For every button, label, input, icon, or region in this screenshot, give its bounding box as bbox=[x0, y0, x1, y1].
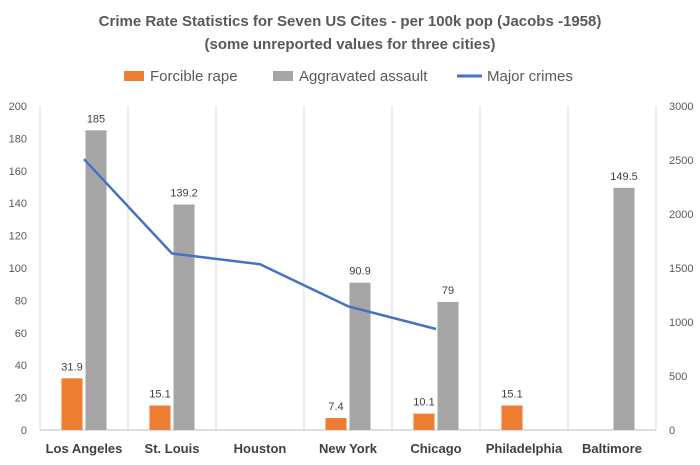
data-label-forcible-rape: 15.1 bbox=[149, 389, 170, 401]
x-category-label: Baltimore bbox=[582, 441, 642, 456]
data-label-forcible-rape: 7.4 bbox=[328, 401, 343, 413]
x-category-label: Houston bbox=[234, 441, 287, 456]
x-category-label: New York bbox=[319, 441, 378, 456]
line-major-crimes bbox=[83, 158, 437, 331]
x-category-label: Philadelphia bbox=[486, 441, 563, 456]
y-left-tick-label: 20 bbox=[15, 393, 27, 405]
legend-swatch-aggravated-assault bbox=[273, 71, 293, 81]
bar-aggravated-assault bbox=[85, 130, 107, 431]
legend-item-aggravated-assault: Aggravated assault bbox=[273, 68, 428, 85]
legend: Forcible rape Aggravated assault Major c… bbox=[124, 68, 573, 85]
y-left-tick-label: 60 bbox=[15, 328, 27, 340]
y-left-tick-label: 140 bbox=[9, 198, 27, 210]
bar-forcible-rape bbox=[413, 413, 435, 430]
plot-area: 0204060801001201401601802000500100015002… bbox=[9, 101, 694, 456]
data-label-forcible-rape: 10.1 bbox=[413, 397, 434, 409]
y-right-tick-label: 2500 bbox=[669, 155, 693, 167]
y-right-tick-label: 500 bbox=[669, 371, 687, 383]
y-right-tick-label: 2000 bbox=[669, 209, 693, 221]
y-left-tick-label: 0 bbox=[21, 425, 27, 437]
data-label-forcible-rape: 15.1 bbox=[501, 389, 522, 401]
bar-aggravated-assault bbox=[173, 204, 195, 430]
y-right-tick-label: 1000 bbox=[669, 317, 693, 329]
data-label-aggravated-assault: 139.2 bbox=[170, 187, 198, 199]
legend-label-aggravated-assault: Aggravated assault bbox=[299, 68, 428, 85]
y-left-tick-label: 160 bbox=[9, 166, 27, 178]
legend-item-forcible-rape: Forcible rape bbox=[124, 68, 238, 85]
data-label-forcible-rape: 31.9 bbox=[61, 361, 82, 373]
legend-item-major-crimes: Major crimes bbox=[457, 68, 573, 85]
bar-forcible-rape bbox=[149, 405, 171, 430]
chart-title-line1: Crime Rate Statistics for Seven US Cites… bbox=[99, 13, 602, 30]
y-right-tick-label: 1500 bbox=[669, 263, 693, 275]
chart-title-line2: (some unreported values for three cities… bbox=[205, 36, 496, 53]
bar-forcible-rape bbox=[61, 378, 83, 430]
y-right-tick-label: 0 bbox=[669, 425, 675, 437]
bar-forcible-rape bbox=[325, 418, 347, 430]
bar-aggravated-assault bbox=[613, 187, 635, 430]
legend-label-major-crimes: Major crimes bbox=[487, 68, 573, 85]
y-left-tick-label: 180 bbox=[9, 133, 27, 145]
data-label-aggravated-assault: 90.9 bbox=[349, 266, 370, 278]
y-left-tick-label: 40 bbox=[15, 360, 27, 372]
legend-label-forcible-rape: Forcible rape bbox=[150, 68, 238, 85]
y-left-tick-label: 100 bbox=[9, 263, 27, 275]
x-category-label: St. Louis bbox=[145, 441, 200, 456]
y-left-tick-label: 200 bbox=[9, 101, 27, 113]
x-category-label: Los Angeles bbox=[46, 441, 123, 456]
legend-swatch-forcible-rape bbox=[124, 71, 144, 81]
data-label-aggravated-assault: 149.5 bbox=[610, 171, 638, 183]
data-label-aggravated-assault: 79 bbox=[442, 285, 454, 297]
bar-forcible-rape bbox=[501, 405, 523, 430]
x-category-label: Chicago bbox=[410, 441, 461, 456]
y-right-tick-label: 3000 bbox=[669, 101, 693, 113]
data-label-aggravated-assault: 185 bbox=[87, 113, 105, 125]
bar-aggravated-assault bbox=[437, 302, 459, 430]
y-left-tick-label: 120 bbox=[9, 231, 27, 243]
y-left-tick-label: 80 bbox=[15, 295, 27, 307]
bar-aggravated-assault bbox=[349, 282, 371, 430]
